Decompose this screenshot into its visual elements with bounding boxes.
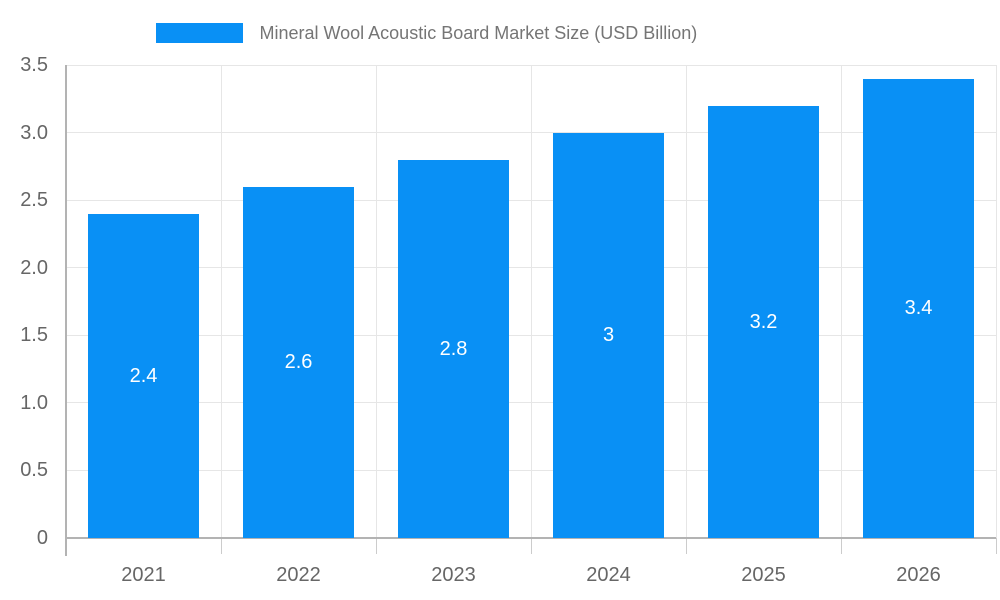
gridline-vertical <box>530 65 532 538</box>
legend: Mineral Wool Acoustic Board Market Size … <box>156 23 697 43</box>
y-axis-label: 2.5 <box>20 189 48 212</box>
x-axis-tick <box>840 538 842 554</box>
x-axis-label: 2026 <box>896 564 941 586</box>
bar-value-label: 2.8 <box>439 337 468 360</box>
bar-value-label: 2.6 <box>284 351 313 374</box>
bar <box>553 132 664 538</box>
x-axis-tick <box>530 538 532 554</box>
bar-value-label: 2.4 <box>129 364 158 387</box>
y-axis-label: 0 <box>36 527 48 549</box>
x-axis-tick <box>995 538 997 554</box>
x-axis-tick <box>685 538 687 554</box>
gridline-vertical <box>375 65 377 538</box>
bar <box>88 213 199 538</box>
bar <box>398 159 509 538</box>
bar <box>863 78 974 538</box>
y-axis-label: 2.0 <box>20 256 48 279</box>
x-axis-label: 2025 <box>741 564 786 586</box>
gridline-vertical <box>220 65 222 538</box>
y-axis-line <box>65 65 67 556</box>
y-axis-label: 1.0 <box>20 391 48 414</box>
bar-value-label: 3.2 <box>749 310 778 333</box>
x-axis-label: 2024 <box>586 564 631 586</box>
bar <box>243 186 354 538</box>
legend-swatch <box>156 23 243 43</box>
y-axis-label: 1.5 <box>20 324 48 347</box>
x-axis-label: 2021 <box>121 564 166 586</box>
x-axis-label: 2023 <box>431 564 476 586</box>
y-axis-label: 0.5 <box>20 459 48 482</box>
gridline-vertical <box>995 65 997 538</box>
y-axis-label: 3.0 <box>20 121 48 144</box>
x-axis-tick <box>375 538 377 554</box>
bar-value-label: 3.4 <box>904 297 933 320</box>
bar <box>708 105 819 538</box>
chart-title: Mineral Wool Acoustic Board Market Size … <box>259 23 698 43</box>
y-axis-label: 3.5 <box>20 54 48 76</box>
x-axis-line <box>66 537 996 539</box>
gridline-vertical <box>840 65 842 538</box>
x-axis-tick <box>220 538 222 554</box>
gridline-vertical <box>685 65 687 538</box>
x-axis-label: 2022 <box>276 564 321 586</box>
bar-value-label: 3 <box>602 324 615 347</box>
